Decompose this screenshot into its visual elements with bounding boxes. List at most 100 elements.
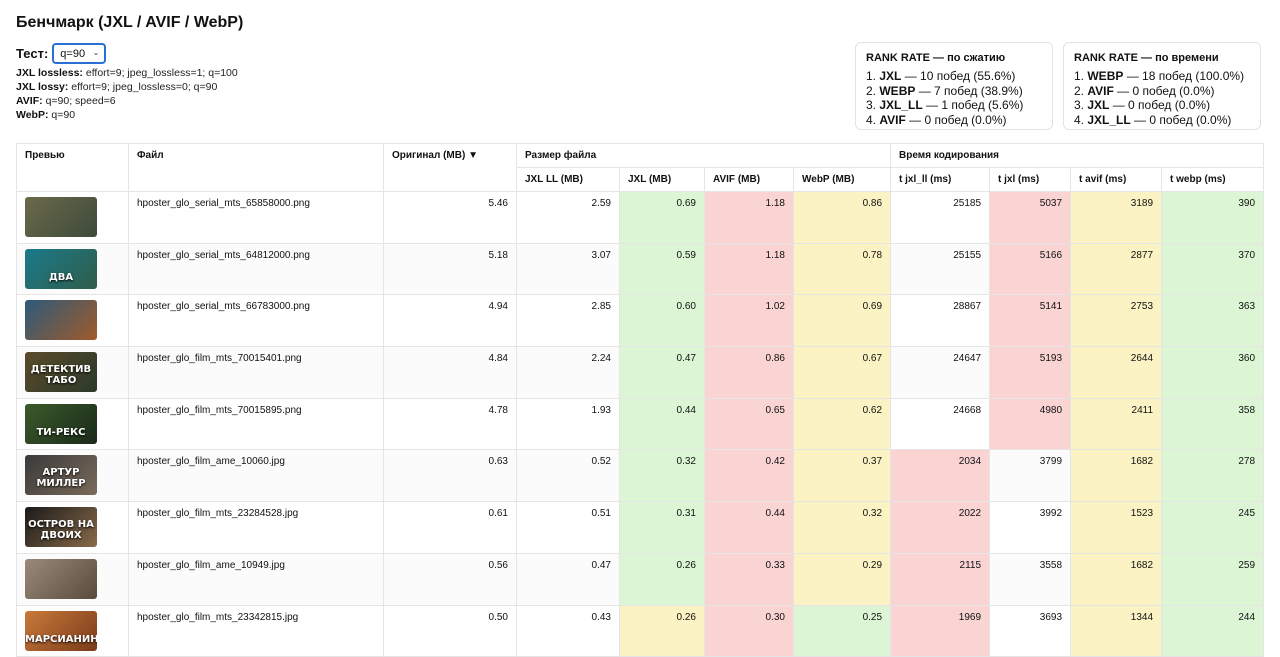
value-cell: 0.52 (516, 449, 620, 503)
col-sub-header[interactable]: JXL LL (MB) (516, 167, 620, 192)
value-cell: 0.29 (792, 552, 892, 606)
encoder-params: JXL lossless: effort=9; jpeg_lossless=1;… (16, 66, 238, 122)
table-row: АРТУР МИЛЛЕР hposter_glo_film_ame_10060.j… (16, 449, 1265, 503)
file-name-cell: hposter_glo_film_mts_70015401.png (128, 346, 384, 399)
thumbnail-text: ТИ-РЕКС (36, 426, 86, 438)
value-cell: 0.56 (383, 552, 517, 606)
value-cell: 363 (1161, 294, 1265, 348)
value-cell: 0.69 (792, 294, 892, 348)
table-row: ДЕТЕКТИВ ТАБО hposter_glo_film_mts_700154… (16, 346, 1265, 399)
col-sub-header[interactable]: t jxl (ms) (989, 167, 1072, 192)
test-select-value: q=90 (60, 47, 86, 60)
value-cell: 5166 (989, 242, 1072, 296)
file-name-cell: hposter_glo_serial_mts_64812000.png (128, 242, 384, 296)
poster-thumbnail[interactable]: ОСТРОВ НА ДВОИХ (25, 507, 97, 548)
file-name-cell: hposter_glo_film_mts_23342815.jpg (128, 604, 384, 657)
value-cell: 245 (1161, 501, 1265, 554)
param-line: WebP: q=90 (16, 109, 76, 121)
value-cell: 5037 (989, 191, 1072, 244)
value-cell: 358 (1161, 397, 1265, 451)
preview-cell: ДВА (16, 242, 129, 296)
value-cell: 0.60 (619, 294, 705, 348)
value-cell: 3693 (989, 604, 1072, 657)
thumbnail-text: ОСТРОВ НА ДВОИХ (28, 519, 94, 542)
value-cell: 0.37 (792, 449, 892, 503)
poster-thumbnail[interactable] (25, 197, 97, 237)
col-preview: Превью (16, 143, 129, 192)
table-row: ТИ-РЕКС hposter_glo_film_mts_70015895.png… (16, 397, 1265, 451)
value-cell: 0.44 (704, 501, 794, 554)
value-cell: 0.61 (383, 501, 517, 554)
value-cell: 3799 (989, 449, 1072, 503)
table-row: ДВА hposter_glo_serial_mts_64812000.png 5.… (16, 242, 1265, 296)
table-row: ОСТРОВ НА ДВОИХ hposter_glo_film_mts_2328… (16, 501, 1265, 554)
test-selector-row: Тест: q=90 ⌄ (16, 43, 107, 64)
value-cell: 1.18 (704, 191, 794, 244)
value-cell: 370 (1161, 242, 1265, 296)
value-cell: 0.33 (704, 552, 794, 606)
chevron-down-icon: ⌄ (92, 48, 100, 57)
value-cell: 0.59 (619, 242, 705, 296)
thumbnail-text: МАРСИАНИН (25, 633, 97, 645)
value-cell: 0.42 (704, 449, 794, 503)
value-cell: 0.65 (704, 397, 794, 451)
value-cell: 0.62 (792, 397, 892, 451)
value-cell: 5141 (989, 294, 1072, 348)
table-row: МАРСИАНИН hposter_glo_film_mts_23342815.j… (16, 604, 1265, 657)
test-label: Тест: (16, 46, 49, 61)
rank-compression-title: RANK RATE — по сжатию (866, 52, 1006, 64)
col-sub-header[interactable]: JXL (MB) (619, 167, 705, 192)
poster-thumbnail[interactable]: ДЕТЕКТИВ ТАБО (25, 352, 97, 393)
value-cell: 259 (1161, 552, 1265, 606)
col-original[interactable]: Оригинал (MB) ▼ (383, 143, 517, 192)
col-sub-header[interactable]: AVIF (MB) (704, 167, 794, 192)
value-cell: 0.50 (383, 604, 517, 657)
value-cell: 2.59 (516, 191, 620, 244)
rank-item: 2. WEBP — 7 побед (38.9%) (866, 83, 1023, 98)
value-cell: 0.86 (792, 191, 892, 244)
value-cell: 0.67 (792, 346, 892, 399)
benchmark-table: Превью Файл Оригинал (MB) ▼ Размер файла… (16, 143, 1265, 657)
file-name-cell: hposter_glo_film_ame_10060.jpg (128, 449, 384, 503)
value-cell: 4.78 (383, 397, 517, 451)
rank-time-title: RANK RATE — по времени (1074, 52, 1219, 64)
poster-thumbnail[interactable]: МАРСИАНИН (25, 610, 97, 651)
preview-cell: МАРСИАНИН (16, 604, 129, 657)
value-cell: 390 (1161, 191, 1265, 244)
preview-cell: ДЕТЕКТИВ ТАБО (16, 346, 129, 399)
value-cell: 0.31 (619, 501, 705, 554)
value-cell: 0.30 (704, 604, 794, 657)
test-select[interactable]: q=90 ⌄ (52, 43, 107, 64)
value-cell: 0.44 (619, 397, 705, 451)
thumbnail-text: ДЕТЕКТИВ ТАБО (30, 364, 92, 387)
rank-item: 3. JXL — 0 побед (0.0%) (1074, 98, 1211, 112)
poster-thumbnail[interactable] (25, 300, 97, 341)
param-line: JXL lossy: effort=9; jpeg_lossless=0; q=… (16, 81, 218, 93)
value-cell: 0.25 (792, 604, 892, 657)
value-cell: 24647 (890, 346, 991, 399)
value-cell: 0.69 (619, 191, 705, 244)
poster-thumbnail[interactable]: ТИ-РЕКС (25, 403, 97, 444)
col-sub-header[interactable]: t webp (ms) (1161, 167, 1265, 192)
value-cell: 0.43 (516, 604, 620, 657)
value-cell: 2.85 (516, 294, 620, 348)
value-cell: 0.51 (516, 501, 620, 554)
col-sub-header[interactable]: t jxl_ll (ms) (890, 167, 991, 192)
param-line: AVIF: q=90; speed=6 (16, 95, 116, 107)
value-cell: 0.78 (792, 242, 892, 296)
thumbnail-text: ДВА (48, 271, 74, 283)
value-cell: 0.32 (792, 501, 892, 554)
preview-cell: ОСТРОВ НА ДВОИХ (16, 501, 129, 554)
col-sub-header[interactable]: t avif (ms) (1070, 167, 1163, 192)
value-cell: 5193 (989, 346, 1072, 399)
col-sub-header[interactable]: WebP (MB) (792, 167, 892, 192)
poster-thumbnail[interactable] (25, 558, 97, 599)
value-cell: 24668 (890, 397, 991, 451)
value-cell: 244 (1161, 604, 1265, 657)
col-file[interactable]: Файл (128, 143, 384, 192)
poster-thumbnail[interactable]: АРТУР МИЛЛЕР (25, 455, 97, 496)
rank-item: 1. WEBP — 18 побед (100.0%) (1074, 69, 1245, 83)
value-cell: 2877 (1070, 242, 1163, 296)
value-cell: 5.46 (383, 191, 517, 244)
poster-thumbnail[interactable]: ДВА (25, 248, 97, 289)
